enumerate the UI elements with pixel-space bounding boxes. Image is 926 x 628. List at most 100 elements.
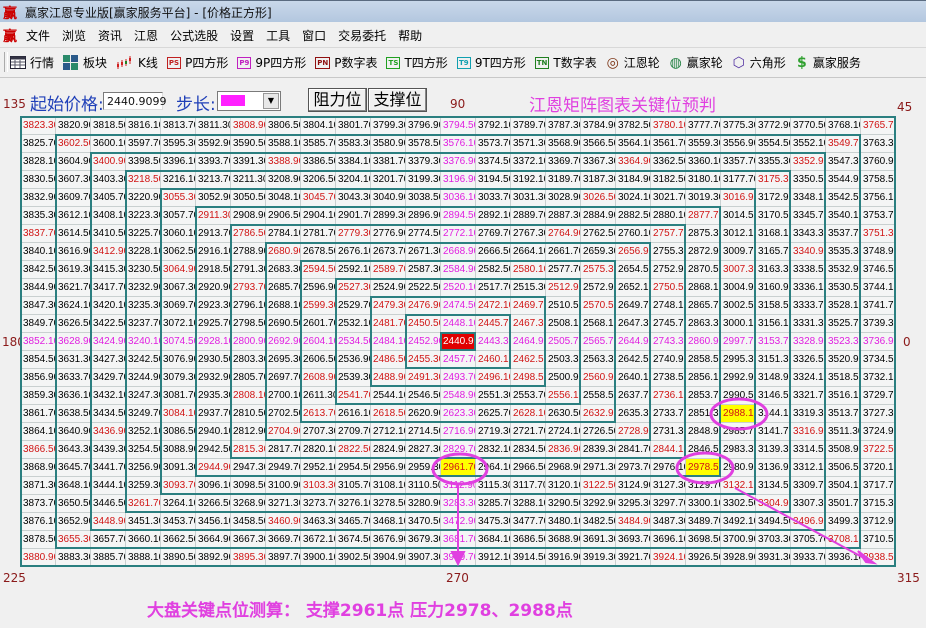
toolbar-button[interactable]: PS P四方形 [166,54,228,71]
grid-cell: 3422.50 [91,315,126,333]
grid-cell: 2505.70 [546,333,581,351]
menu-item[interactable]: 文件 [26,29,51,43]
menu-item[interactable]: 资讯 [98,29,123,43]
chevron-down-icon[interactable]: ▼ [263,93,279,109]
grid-cell: 2664.10 [511,243,546,261]
grid-cell: 3158.50 [756,297,791,315]
grid-cell: 3830.50 [21,171,56,189]
grid-cell: 3228.10 [126,243,161,261]
toolbar-button[interactable]: K线 [116,54,158,71]
t9-icon: T9 [456,56,471,69]
grid-cell: 2868.10 [686,279,721,297]
toolbar-button[interactable]: ◍ 赢家轮 [669,54,723,71]
support-button[interactable]: 支撑位 [368,88,427,112]
grid-cell: 3693.70 [616,531,651,549]
menu-item[interactable]: 交易委托 [338,29,387,43]
grid-cell: 3854.50 [21,351,56,369]
grid-cell: 3890.50 [161,549,196,567]
grid-cell: 3912.10 [476,549,511,567]
grid-cell: 3321.70 [791,387,826,405]
grid-cell: 2481.70 [371,315,406,333]
grid-cell: 2923.30 [196,297,231,315]
toolbar-button[interactable]: P9 9P四方形 [237,54,306,71]
grid-cell: 3712.90 [861,513,896,531]
toolbar-button[interactable]: ◎ 江恩轮 [606,54,660,71]
grid-cell: 3364.90 [616,153,651,171]
toolbar-label: 江恩轮 [623,56,660,70]
grid-cell: 2709.70 [336,423,371,441]
grid-cell: 3842.50 [21,261,56,279]
grid-cell: 2752.90 [651,261,686,279]
toolbar-label: 9T四方形 [474,56,526,70]
menu-item[interactable]: 工具 [266,29,291,43]
grid-cell: 3612.10 [56,207,91,225]
grid-cell: 3024.10 [616,189,651,207]
grid-cell: 2954.50 [336,459,371,477]
grid-cell: 2990.50 [721,387,756,405]
resistance-button[interactable]: 阻力位 [308,88,367,112]
grid-cell: 3475.30 [476,513,511,531]
grid-cell: 2563.30 [581,351,616,369]
grid-cell: 3592.90 [196,135,231,153]
toolbar-button[interactable]: TS T四方形 [386,54,448,71]
grid-cell: 2496.10 [476,369,511,387]
grid-cell: 2685.70 [266,279,301,297]
grid-cell: 2599.30 [301,297,336,315]
grid-cell: 3388.90 [266,153,301,171]
grid-cell: 3883.30 [56,549,91,567]
toolbar-button[interactable]: TN T数字表 [534,54,597,71]
toolbar-label: 赢家服务 [812,56,861,70]
grid-cell: 2911.30 [196,207,231,225]
grid-cell: 3506.50 [826,459,861,477]
menu-item[interactable]: 浏览 [62,29,87,43]
grid-cell: 2980.90 [721,459,756,477]
grid-cell: 3458.50 [231,513,266,531]
grid-cell: 2832.10 [476,441,511,459]
grid-cell: 2608.90 [301,369,336,387]
step-color-select[interactable]: ▼ [217,91,281,111]
grid-cell: 3801.70 [336,117,371,135]
grid-cell: 2851.30 [686,405,721,423]
grid-cell: 2534.50 [336,333,371,351]
menu-item[interactable]: 设置 [230,29,255,43]
toolbar-button[interactable]: ⬡ 六角形 [732,54,786,71]
toolbar-grip[interactable] [4,52,8,72]
menu-item[interactable]: 公式选股 [170,29,219,43]
start-price-input[interactable]: 2440.9099 [103,92,167,110]
grid-cell: 3566.50 [581,135,616,153]
grid-cell: 2671.30 [406,243,441,261]
grid-cell: 2455.30 [406,351,441,369]
grid-cell: 3187.30 [581,171,616,189]
grid-cell: 3026.50 [581,189,616,207]
grid-cell: 2913.70 [196,225,231,243]
grid-cell: 3528.10 [826,297,861,315]
grid-cell: 3396.10 [161,153,196,171]
grid-cell: 2796.10 [231,297,266,315]
grid-cell-highlighted: 2978.50 [686,459,721,477]
grid-cell: 3374.50 [476,153,511,171]
menu-item[interactable]: 帮助 [398,29,423,43]
grid-cell: 3741.70 [861,297,896,315]
grid-cell: 3818.50 [91,117,126,135]
toolbar-button[interactable]: T9 9T四方形 [456,54,526,71]
menu-item[interactable]: 江恩 [134,29,159,43]
grid-cell: 3837.70 [21,225,56,243]
menu-item[interactable]: 窗口 [302,29,327,43]
grid-cell: 2623.30 [441,405,476,423]
toolbar-button[interactable]: PN P数字表 [315,54,377,71]
hexagon-icon: ⬡ [732,54,745,71]
grid-cell: 3523.30 [826,333,861,351]
grid-cell: 2527.30 [336,279,371,297]
grid-cell: 3180.10 [686,171,721,189]
toolbar-button[interactable]: $ 赢家服务 [795,54,861,71]
grid-cell: 3439.30 [91,441,126,459]
grid-cell: 3885.70 [91,549,126,567]
grid-cell: 3333.70 [791,297,826,315]
grid-cell: 3324.10 [791,369,826,387]
grid-cell: 2976.10 [651,459,686,477]
toolbar-button[interactable]: 板块 [63,54,107,71]
toolbar-button[interactable]: 行情 [10,54,54,71]
grid-cell: 3768.10 [826,117,861,135]
grid-cell: 3136.90 [756,459,791,477]
grid-cell: 3199.30 [406,171,441,189]
